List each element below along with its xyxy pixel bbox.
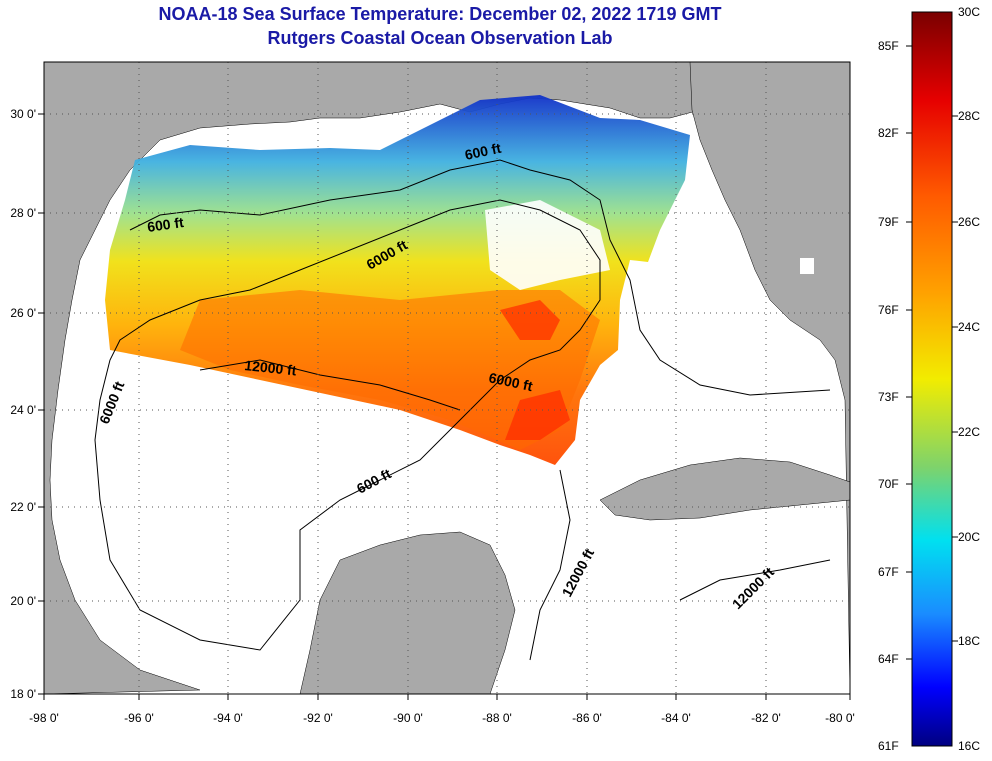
- graticule: [44, 62, 850, 694]
- lon-tick-label: -86 0': [572, 711, 602, 725]
- map-frame: [43, 61, 851, 695]
- land-florida: [689, 62, 850, 694]
- colorbar-fahrenheit-label: 64F: [878, 652, 899, 666]
- colorbar-fahrenheit-label: 67F: [878, 565, 899, 579]
- axis-ticks: [38, 113, 851, 700]
- lat-tick-label: 18 0': [10, 687, 36, 701]
- colorbar-celsius-label: 22C: [958, 425, 980, 439]
- lat-tick-label: 24 0': [10, 403, 36, 417]
- land-us-coast: [44, 62, 781, 694]
- lat-tick-label: 20 0': [10, 594, 36, 608]
- colorbar-celsius-label: 20C: [958, 530, 980, 544]
- sst-hot-spot: [500, 300, 570, 440]
- land-yucatan: [299, 531, 516, 694]
- lon-tick-label: -90 0': [393, 711, 423, 725]
- colorbar-fahrenheit-label: 82F: [878, 126, 899, 140]
- colorbar-fahrenheit-label: 70F: [878, 477, 899, 491]
- lon-tick-label: -82 0': [751, 711, 781, 725]
- contour-12000ft: [199, 359, 831, 661]
- contour-label-600ft: 600 ft: [463, 140, 502, 163]
- map-title: NOAA-18 Sea Surface Temperature: Decembe…: [158, 4, 722, 24]
- contour-6000ft: [94, 199, 601, 651]
- contour-label-12000ft: 12000 ft: [244, 357, 298, 378]
- lon-tick-label: -92 0': [303, 711, 333, 725]
- colorbar-fahrenheit-label: 85F: [878, 39, 899, 53]
- colorbar-celsius-label: 28C: [958, 109, 980, 123]
- lat-tick-label: 30 0': [10, 107, 36, 121]
- lon-tick-label: -96 0': [124, 711, 154, 725]
- colorbar-celsius-label: 26C: [958, 215, 980, 229]
- lon-tick-label: -88 0': [482, 711, 512, 725]
- lat-tick-label: 22 0': [10, 500, 36, 514]
- lon-tick-label: -80 0': [825, 711, 855, 725]
- colorbar-celsius-label: 18C: [958, 634, 980, 648]
- colorbar-fahrenheit-label: 76F: [878, 303, 899, 317]
- lat-tick-label: 26 0': [10, 306, 36, 320]
- colorbar: [911, 11, 953, 747]
- lon-tick-label: -94 0': [213, 711, 243, 725]
- colorbar-fahrenheit-label: 79F: [878, 215, 899, 229]
- bathymetry-contours: [94, 159, 831, 661]
- colorbar-celsius-label: 30C: [958, 5, 980, 19]
- contour-label-600ft: 600 ft: [146, 214, 185, 235]
- contour-600ft: [129, 159, 831, 396]
- lon-tick-label: -84 0': [661, 711, 691, 725]
- lon-tick-label: -98 0': [29, 711, 59, 725]
- land-cuba: [599, 457, 850, 521]
- colorbar-ticks: [906, 45, 958, 660]
- colorbar-fahrenheit-label: 61F: [878, 739, 899, 753]
- cloud-gap: [485, 200, 610, 290]
- colorbar-celsius-label: 16C: [958, 739, 980, 753]
- map-subtitle: Rutgers Coastal Ocean Observation Lab: [267, 28, 613, 48]
- colorbar-fahrenheit-label: 73F: [878, 390, 899, 404]
- colorbar-celsius-label: 24C: [958, 320, 980, 334]
- lat-tick-label: 28 0': [10, 206, 36, 220]
